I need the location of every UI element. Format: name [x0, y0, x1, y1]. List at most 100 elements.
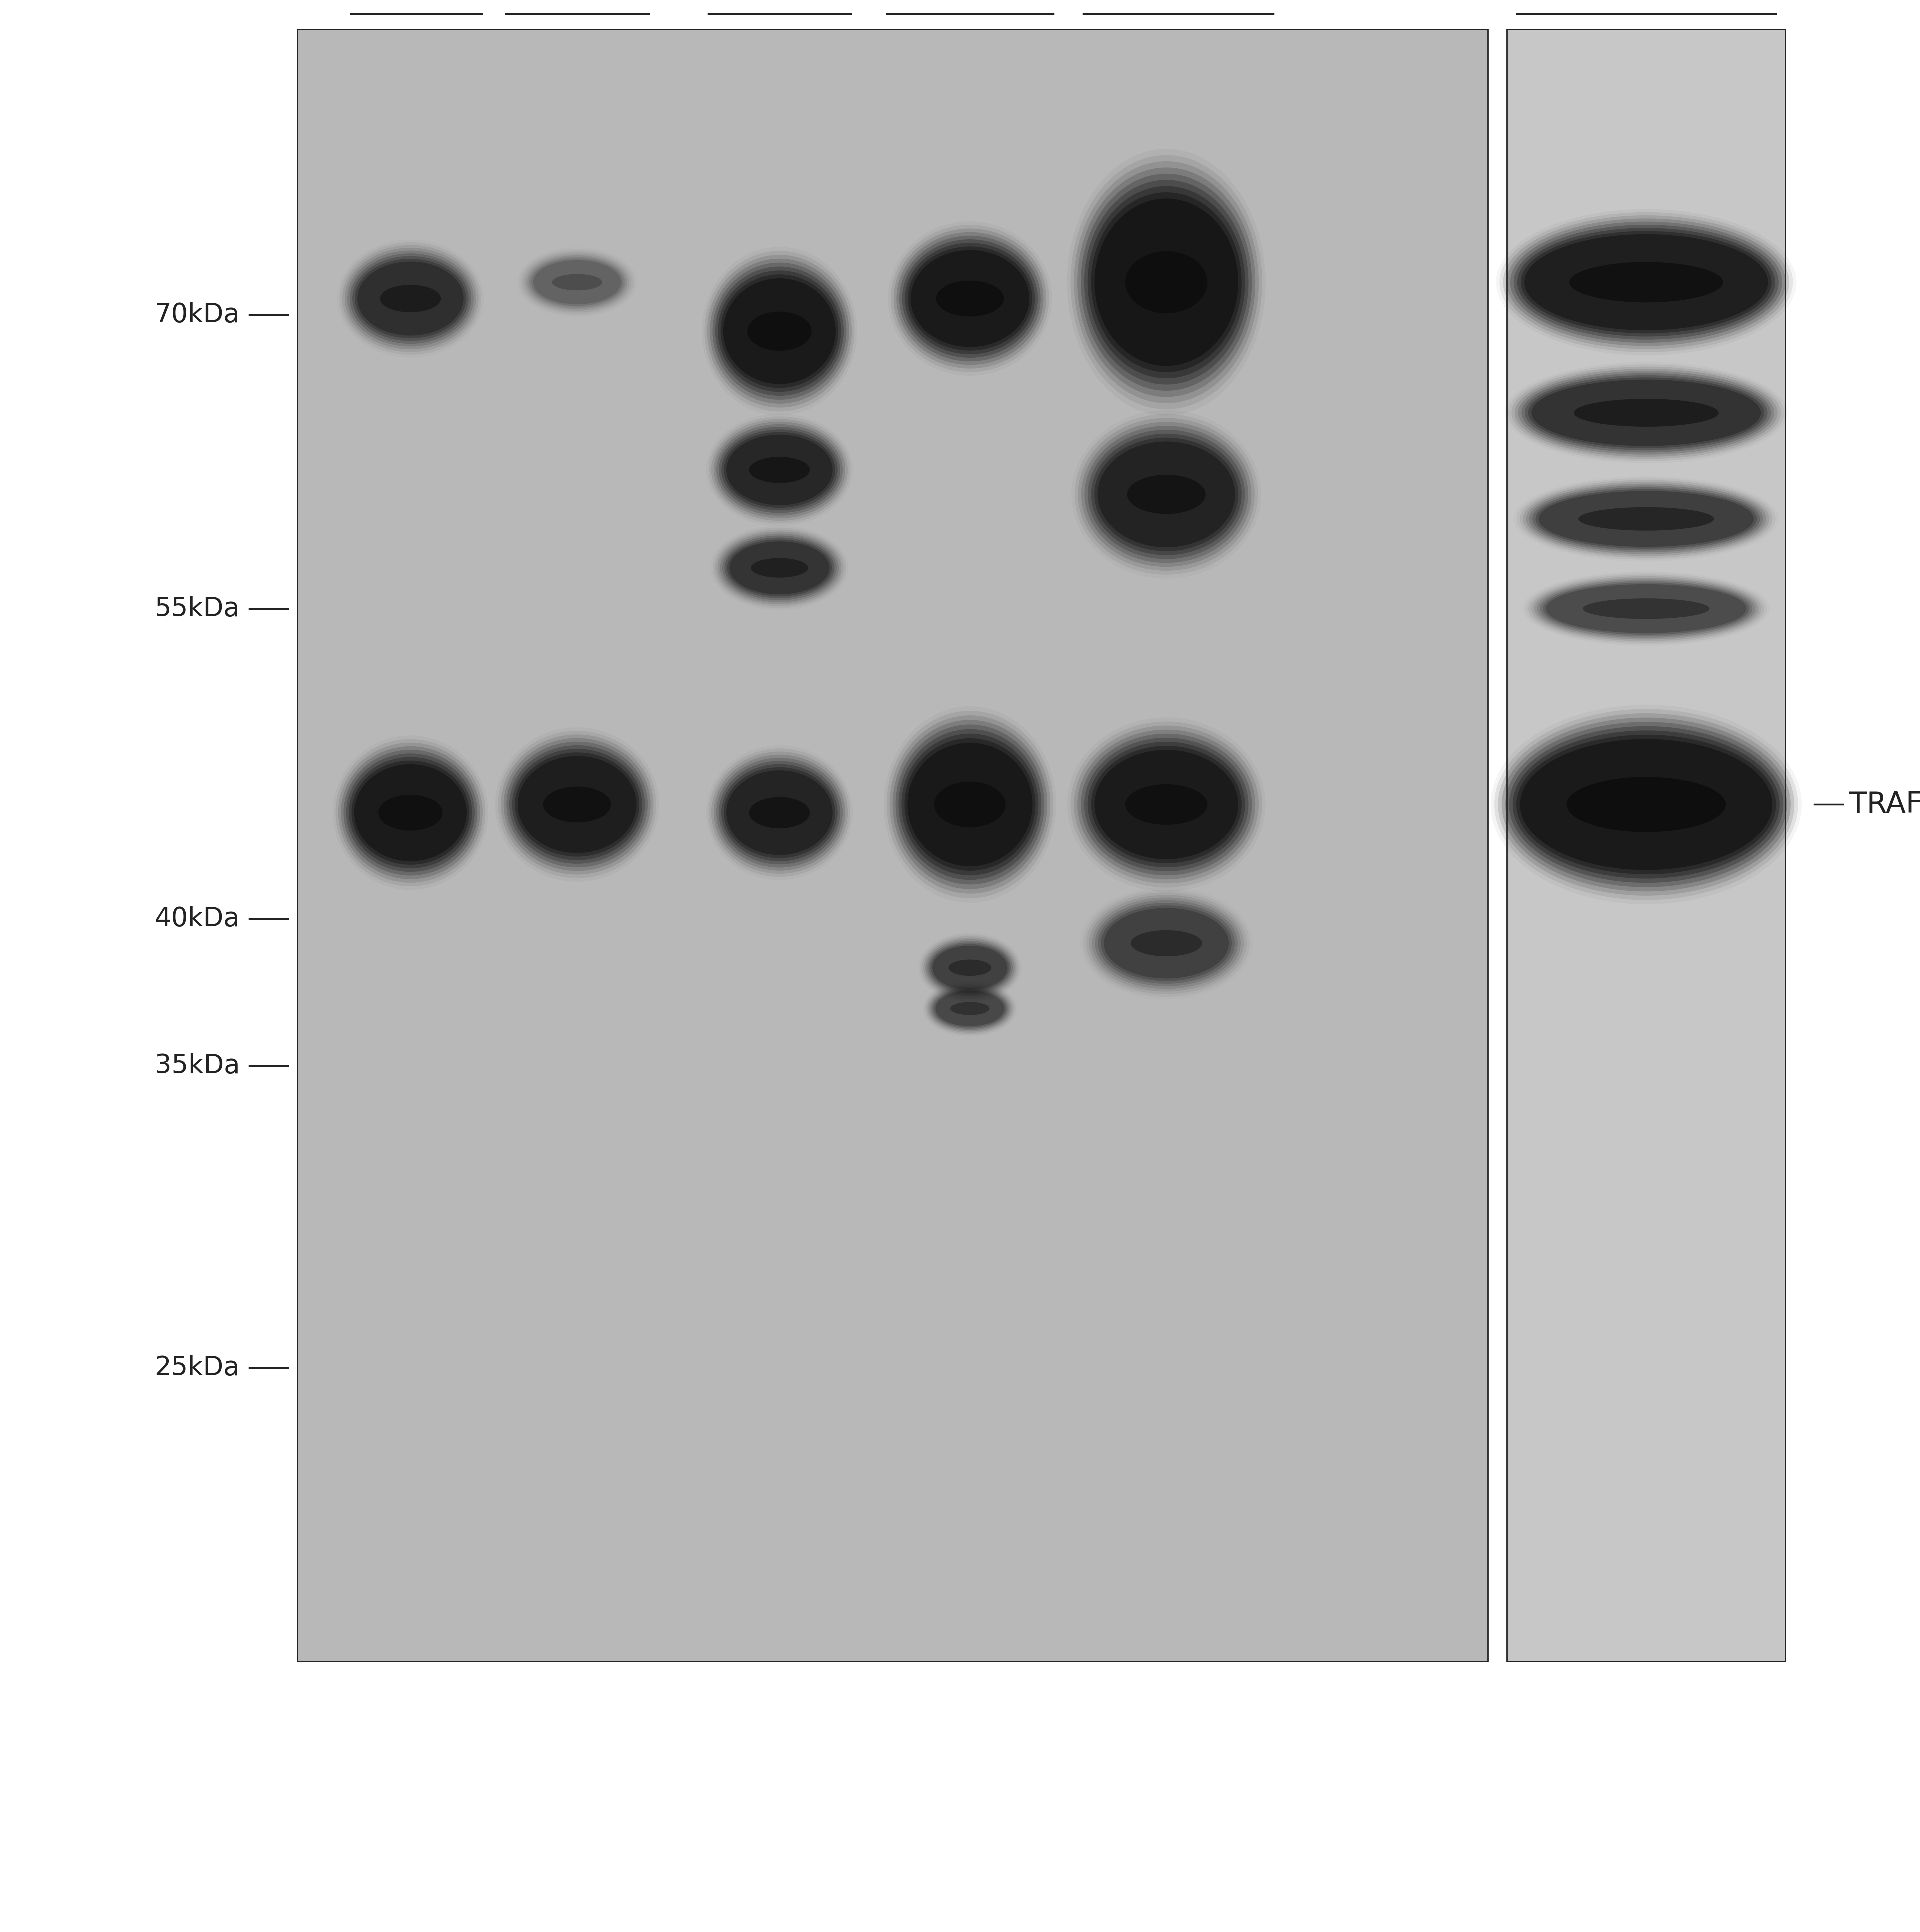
Ellipse shape [726, 435, 833, 504]
Ellipse shape [705, 251, 854, 412]
Ellipse shape [716, 423, 843, 516]
Ellipse shape [922, 935, 1018, 999]
Ellipse shape [1546, 583, 1747, 634]
Ellipse shape [1071, 155, 1263, 410]
Ellipse shape [927, 983, 1012, 1034]
Ellipse shape [348, 251, 474, 346]
Ellipse shape [1085, 180, 1248, 384]
Ellipse shape [1521, 738, 1772, 869]
Ellipse shape [1131, 929, 1202, 956]
Ellipse shape [708, 748, 851, 877]
Ellipse shape [935, 991, 1004, 1026]
Ellipse shape [1534, 578, 1759, 639]
Ellipse shape [344, 750, 478, 875]
Ellipse shape [532, 259, 624, 305]
Ellipse shape [342, 245, 478, 352]
Ellipse shape [1540, 582, 1753, 636]
Ellipse shape [710, 259, 849, 404]
Ellipse shape [716, 267, 845, 396]
Ellipse shape [935, 989, 1006, 1028]
Ellipse shape [1578, 506, 1715, 531]
Ellipse shape [891, 224, 1050, 373]
Ellipse shape [355, 259, 467, 338]
Ellipse shape [708, 415, 851, 524]
Ellipse shape [1089, 429, 1246, 558]
Ellipse shape [720, 274, 839, 388]
Ellipse shape [712, 527, 847, 609]
Ellipse shape [1524, 375, 1768, 450]
Ellipse shape [712, 263, 847, 400]
Ellipse shape [1098, 440, 1235, 547]
Ellipse shape [904, 243, 1035, 354]
Ellipse shape [897, 232, 1044, 365]
Ellipse shape [904, 738, 1035, 871]
Ellipse shape [1075, 413, 1258, 574]
Ellipse shape [1509, 365, 1784, 462]
Ellipse shape [355, 765, 467, 862]
Ellipse shape [1500, 213, 1793, 352]
Ellipse shape [908, 742, 1033, 866]
Ellipse shape [351, 761, 470, 866]
Ellipse shape [530, 257, 626, 307]
Ellipse shape [1530, 485, 1763, 553]
Ellipse shape [950, 1003, 991, 1014]
Text: 70kDa: 70kDa [156, 301, 240, 328]
Ellipse shape [1094, 437, 1238, 551]
Ellipse shape [513, 750, 643, 860]
Ellipse shape [714, 755, 845, 871]
Bar [298, 29, 1488, 1662]
Ellipse shape [1513, 224, 1780, 340]
Ellipse shape [1073, 726, 1260, 883]
Ellipse shape [1523, 373, 1770, 452]
Ellipse shape [518, 755, 637, 852]
Ellipse shape [553, 274, 603, 290]
Ellipse shape [515, 752, 639, 856]
Ellipse shape [724, 433, 835, 508]
Ellipse shape [1127, 475, 1206, 514]
Ellipse shape [1087, 893, 1246, 995]
Ellipse shape [1098, 902, 1235, 983]
Ellipse shape [1519, 371, 1774, 454]
Ellipse shape [378, 794, 444, 831]
Ellipse shape [1079, 417, 1256, 570]
Ellipse shape [1085, 425, 1248, 562]
Ellipse shape [1081, 734, 1252, 875]
Ellipse shape [349, 757, 472, 867]
Ellipse shape [346, 753, 474, 871]
Ellipse shape [503, 738, 651, 871]
Ellipse shape [1569, 263, 1724, 301]
Ellipse shape [933, 945, 1008, 989]
Text: 55kDa: 55kDa [156, 595, 240, 622]
Ellipse shape [925, 939, 1016, 997]
Ellipse shape [902, 240, 1039, 357]
Ellipse shape [1089, 895, 1244, 991]
Ellipse shape [349, 253, 472, 344]
Ellipse shape [726, 537, 835, 599]
Ellipse shape [707, 255, 852, 408]
Ellipse shape [1102, 906, 1233, 981]
Ellipse shape [1503, 214, 1789, 350]
Ellipse shape [336, 738, 486, 887]
Ellipse shape [948, 960, 991, 976]
Ellipse shape [718, 531, 841, 605]
Ellipse shape [937, 280, 1004, 317]
Ellipse shape [534, 261, 620, 303]
Ellipse shape [1091, 746, 1242, 864]
Ellipse shape [889, 715, 1050, 895]
Ellipse shape [718, 270, 841, 392]
Ellipse shape [895, 228, 1046, 369]
Text: TRAF1: TRAF1 [1849, 790, 1920, 819]
Ellipse shape [1523, 481, 1770, 556]
Ellipse shape [910, 249, 1029, 348]
Ellipse shape [1584, 599, 1709, 618]
Ellipse shape [722, 535, 837, 601]
Ellipse shape [1544, 582, 1749, 634]
Ellipse shape [1521, 479, 1772, 558]
Ellipse shape [357, 261, 465, 336]
Ellipse shape [1077, 730, 1256, 879]
Ellipse shape [751, 558, 808, 578]
Ellipse shape [1521, 230, 1772, 332]
Ellipse shape [749, 456, 810, 483]
Ellipse shape [716, 757, 843, 867]
Ellipse shape [893, 721, 1048, 889]
